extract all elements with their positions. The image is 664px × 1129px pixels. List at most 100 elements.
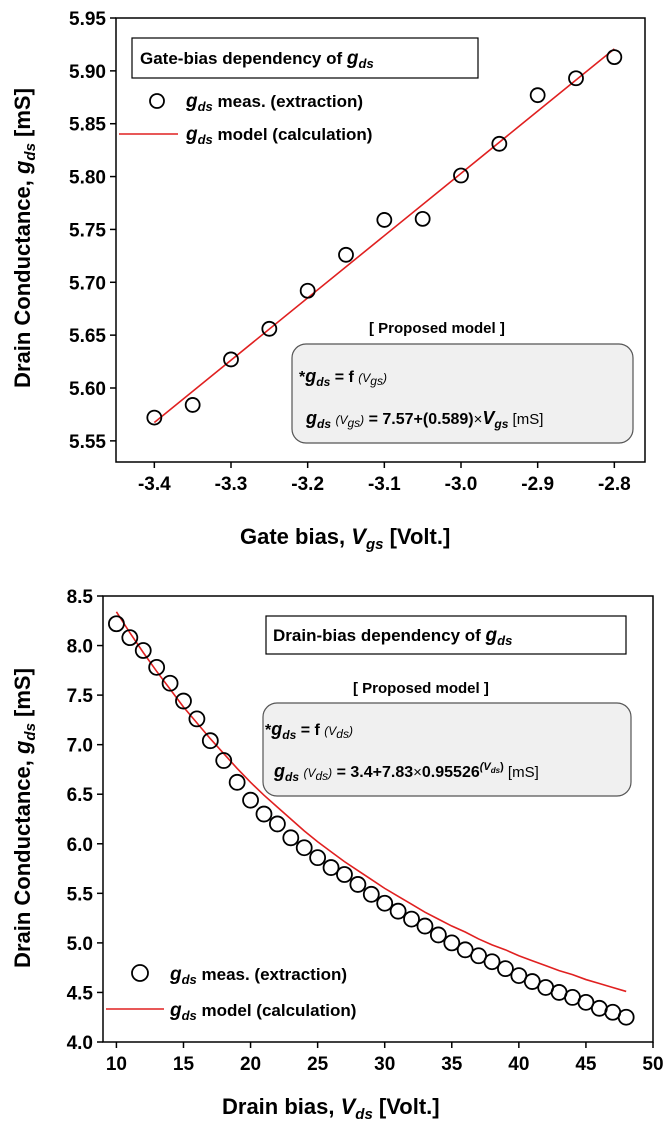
data-point	[362, 885, 380, 903]
data-point	[309, 849, 327, 867]
data-point	[184, 397, 201, 413]
data-point	[443, 934, 461, 952]
x-tick-label: 40	[508, 1054, 529, 1075]
data-point	[146, 409, 163, 426]
data-point	[336, 866, 353, 883]
data-point	[261, 320, 278, 337]
data-point	[414, 210, 431, 227]
data-point	[295, 839, 313, 857]
x-tick-label: -3.2	[291, 474, 324, 495]
data-point	[497, 960, 514, 978]
data-point	[491, 135, 508, 152]
x-tick-label: 15	[173, 1054, 195, 1075]
data-point	[223, 351, 239, 368]
x-tick-label: -3.4	[138, 474, 171, 495]
chart-title-box	[131, 37, 479, 79]
plot-frame	[115, 17, 646, 463]
data-point	[215, 752, 233, 769]
y-tick-label: 5.0	[67, 934, 93, 955]
data-point	[389, 902, 407, 920]
x-axis-label: Gate bias, Vgs [Volt.]	[240, 524, 450, 553]
data-point	[228, 773, 246, 791]
data-point	[376, 894, 394, 912]
data-point	[568, 70, 584, 87]
x-tick-label: 30	[374, 1054, 395, 1075]
data-point	[349, 876, 367, 893]
data-point	[121, 629, 139, 647]
y-tick-label: 5.90	[69, 62, 106, 83]
x-tick-label: 20	[240, 1054, 261, 1075]
x-tick-label: 25	[307, 1054, 329, 1075]
x-tick-label: 50	[642, 1054, 663, 1075]
y-tick-label: 7.5	[67, 686, 94, 707]
chart-title: Gate-bias dependency of gds	[140, 48, 374, 71]
data-point	[429, 926, 447, 944]
data-point	[161, 674, 179, 692]
data-point	[606, 49, 623, 66]
y-tick-label: 4.5	[67, 983, 94, 1004]
data-point	[175, 692, 192, 710]
data-point	[188, 710, 206, 728]
x-tick-label: 35	[441, 1054, 463, 1075]
y-tick-label: 5.75	[69, 220, 106, 241]
legend-marker-meas	[131, 964, 149, 982]
equation-line-2: gds (Vds) = 3.4+7.83×0.95526(Vds) [mS]	[273, 761, 539, 784]
data-point	[108, 615, 125, 633]
proposed-model-header: [ Proposed model ]	[369, 320, 505, 337]
y-tick-label: 5.55	[69, 432, 106, 453]
proposed-model-header: [ Proposed model ]	[353, 680, 489, 697]
data-point	[299, 282, 316, 299]
x-tick-label: -3.3	[215, 474, 248, 495]
y-axis-label: Drain Conductance, gds [mS]	[10, 88, 39, 388]
y-tick-label: 5.80	[69, 168, 106, 189]
model-equation-box	[291, 343, 634, 444]
chart-title: Drain-bias dependency of gds	[273, 625, 512, 648]
data-point	[416, 917, 434, 935]
y-tick-label: 8.5	[67, 587, 94, 608]
y-tick-label: 5.70	[69, 273, 106, 294]
chart-title-box	[265, 615, 627, 655]
data-point	[255, 805, 273, 823]
data-point	[322, 859, 340, 876]
equation-line-1: *gds = f (Vds)	[265, 719, 353, 742]
data-point	[338, 246, 354, 263]
model-line	[115, 611, 627, 993]
data-point	[403, 910, 420, 928]
y-tick-label: 5.60	[69, 379, 106, 400]
y-tick-label: 4.0	[67, 1033, 93, 1054]
drain-bias-chart: 10 15 20 25 30 35 40 45 50 4.0 4.5 5.0 5.5 6.0 6.5 7.0 7…	[10, 587, 664, 1123]
y-tick-label: 8.0	[67, 637, 93, 658]
model-equation-box	[262, 702, 632, 797]
y-tick-label: 6.0	[67, 835, 93, 856]
data-point	[483, 953, 501, 971]
data-point	[453, 167, 469, 184]
x-tick-label: -2.9	[521, 474, 554, 495]
x-axis-label: Drain bias, Vds [Volt.]	[222, 1094, 440, 1123]
data-point	[617, 1008, 635, 1026]
legend-marker-meas	[149, 93, 165, 109]
y-tick-label: 7.0	[67, 736, 93, 757]
y-axis-label: Drain Conductance, gds [mS]	[10, 668, 39, 968]
model-line	[153, 48, 615, 424]
y-tick-label: 5.5	[67, 884, 94, 905]
data-point	[529, 87, 546, 104]
data-point	[201, 732, 219, 750]
x-tick-label: -3.1	[368, 474, 401, 495]
x-tick-label: -2.8	[598, 474, 631, 495]
legend-label-model: gds model (calculation)	[185, 124, 372, 147]
equation-line-2: gds (Vgs) = 7.57+(0.589)×Vgs [mS]	[305, 408, 543, 431]
legend-label-meas: gds meas. (extraction)	[185, 91, 363, 114]
gate-bias-chart: -3.4 -3.3 -3.2 -3.1 -3.0 -2.9 -2.8 5.55 5.60 5.65…	[10, 9, 646, 553]
y-tick-label: 5.85	[69, 115, 106, 136]
y-tick-label: 5.65	[69, 326, 106, 347]
plot-frame	[102, 595, 654, 1043]
data-point	[282, 829, 300, 847]
data-point	[242, 791, 259, 809]
y-tick-label: 6.5	[67, 785, 94, 806]
data-point	[134, 642, 152, 659]
x-tick-label: 45	[575, 1054, 597, 1075]
x-tick-label: -3.0	[445, 474, 478, 495]
equation-line-1: *gds = f (Vgs)	[299, 366, 387, 389]
data-point	[376, 212, 393, 228]
